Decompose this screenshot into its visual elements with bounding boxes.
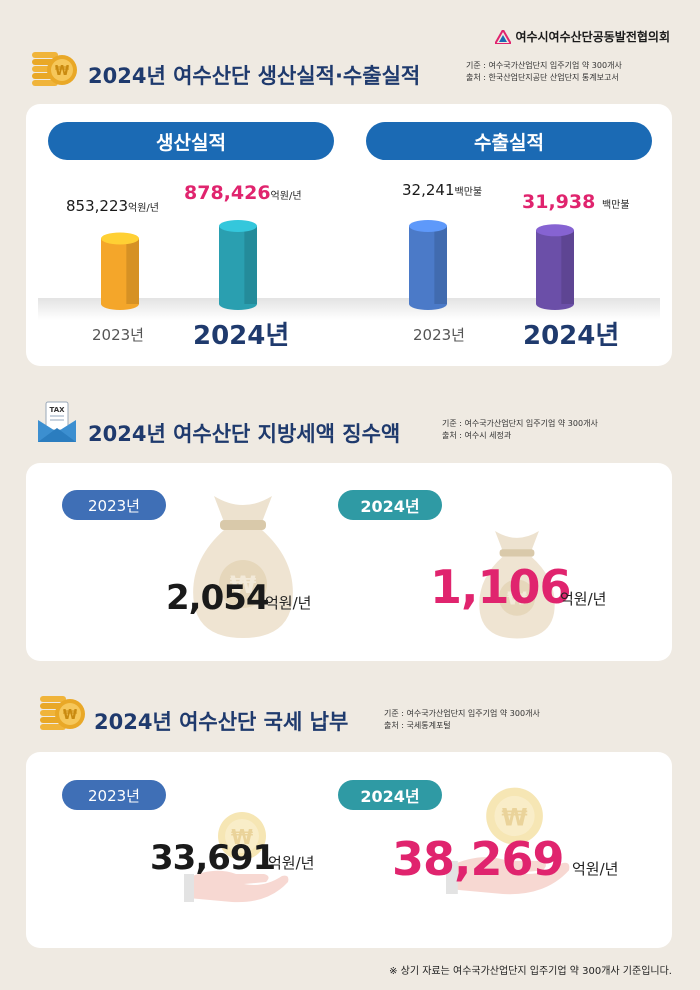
export-2023-bar: [409, 220, 447, 310]
national-section-title: 2024년 여수산단 국세 납부: [94, 710, 349, 734]
coin-stack-icon: ₩: [32, 52, 77, 86]
org-logo-icon: [495, 29, 512, 44]
national-year-2024-pill: 2024년: [338, 780, 442, 810]
tax-source-note: 기준 : 여수국가산업단지 입주기업 약 300개사 출처 : 여수시 세정과: [442, 418, 598, 442]
svg-text:₩: ₩: [231, 825, 253, 849]
production-year-2023: 2023년: [92, 326, 144, 344]
export-year-2024: 2024년: [523, 321, 620, 351]
export-2024-value: 31,938 백만불: [522, 191, 630, 213]
production-2023-unit: 억원/년: [128, 203, 160, 214]
national-2023-unit: 억원/년: [268, 854, 315, 872]
export-2023-unit: 백만불: [454, 187, 483, 198]
hand-coin-icon: ₩: [446, 787, 570, 895]
svg-text:₩: ₩: [55, 64, 70, 79]
money-bag-icon: ₩: [193, 496, 293, 638]
export-2023-value: 32,241백만불: [402, 181, 482, 199]
tax-2023-value: 2,054: [166, 578, 270, 618]
export-year-2023: 2023년: [413, 326, 465, 344]
production-2023-value: 853,223억원/년: [66, 197, 159, 215]
national-basis: 기준 : 여수국가산업단지 입주기업 약 300개사: [384, 709, 540, 718]
tax-icon-text: TAX: [49, 406, 65, 414]
money-bag-icon: ₩: [479, 531, 555, 639]
export-pill: 수출실적: [366, 122, 652, 160]
chart-floor: [38, 298, 660, 320]
hand-coin-icon: ₩: [184, 812, 289, 903]
national-2024-unit: 억원/년: [572, 860, 619, 878]
production-source: 출처 : 한국산업단지공단 산업단지 통계보고서: [466, 73, 619, 82]
production-2024-unit: 억원/년: [270, 191, 302, 202]
national-year-2023-pill: 2023년: [62, 780, 166, 810]
export-2023-number: 32,241: [402, 181, 455, 199]
svg-text:₩: ₩: [230, 571, 257, 599]
production-source-note: 기준 : 여수국가산업단지 입주기업 약 300개사 출처 : 한국산업단지공단…: [466, 60, 622, 84]
export-2024-bar: [536, 224, 574, 310]
tax-year-2023-pill: 2023년: [62, 490, 166, 520]
national-2023-value: 33,691: [150, 838, 276, 878]
footnote: ※ 상기 자료는 여수국가산업단지 입주기업 약 300개사 기준입니다.: [389, 966, 672, 977]
production-year-2024: 2024년: [193, 321, 290, 351]
svg-text:₩: ₩: [63, 708, 78, 723]
production-basis: 기준 : 여수국가산업단지 입주기업 약 300개사: [466, 61, 622, 70]
national-2024-value: 38,269: [392, 832, 565, 886]
tax-2024-value: 1,106: [430, 560, 572, 614]
org-header: 여수시여수산단공동발전협의회: [495, 28, 670, 45]
tax-year-2024-pill: 2024년: [338, 490, 442, 520]
bar-chart-area: [101, 220, 574, 310]
coin-stack-icon: ₩: [40, 696, 85, 730]
national-source: 출처 : 국세통계포털: [384, 721, 451, 730]
export-2024-number: 31,938: [522, 191, 596, 213]
national-source-note: 기준 : 여수국가산업단지 입주기업 약 300개사 출처 : 국세통계포털: [384, 708, 540, 732]
tax-basis: 기준 : 여수국가산업단지 입주기업 약 300개사: [442, 419, 598, 428]
production-section-title: 2024년 여수산단 생산실적·수출실적: [88, 64, 421, 88]
production-2023-number: 853,223: [66, 197, 129, 215]
production-2024-number: 878,426: [184, 182, 271, 204]
production-2024-value: 878,426억원/년: [184, 182, 302, 204]
svg-text:₩: ₩: [507, 588, 527, 609]
svg-text:₩: ₩: [502, 803, 528, 831]
export-2024-unit: 백만불: [601, 200, 630, 211]
org-name: 여수시여수산단공동발전협의회: [515, 30, 670, 44]
tax-2024-unit: 억원/년: [560, 590, 607, 608]
tax-envelope-icon: TAX: [38, 401, 76, 442]
tax-section-title: 2024년 여수산단 지방세액 징수액: [88, 422, 401, 446]
production-2023-bar: [101, 232, 139, 310]
tax-2023-unit: 억원/년: [265, 594, 312, 612]
tax-source: 출처 : 여수시 세정과: [442, 431, 512, 440]
production-2024-bar: [219, 220, 257, 310]
production-pill: 생산실적: [48, 122, 334, 160]
